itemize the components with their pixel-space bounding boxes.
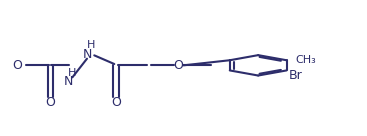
Text: N: N bbox=[64, 75, 73, 88]
Text: Br: Br bbox=[288, 69, 302, 82]
Text: O: O bbox=[46, 96, 55, 109]
Text: O: O bbox=[12, 59, 22, 72]
Text: O: O bbox=[173, 59, 183, 72]
Text: O: O bbox=[111, 96, 121, 109]
Text: CH₃: CH₃ bbox=[296, 55, 316, 65]
Text: N: N bbox=[82, 48, 92, 61]
Text: H: H bbox=[87, 40, 95, 50]
Text: H: H bbox=[68, 68, 77, 78]
